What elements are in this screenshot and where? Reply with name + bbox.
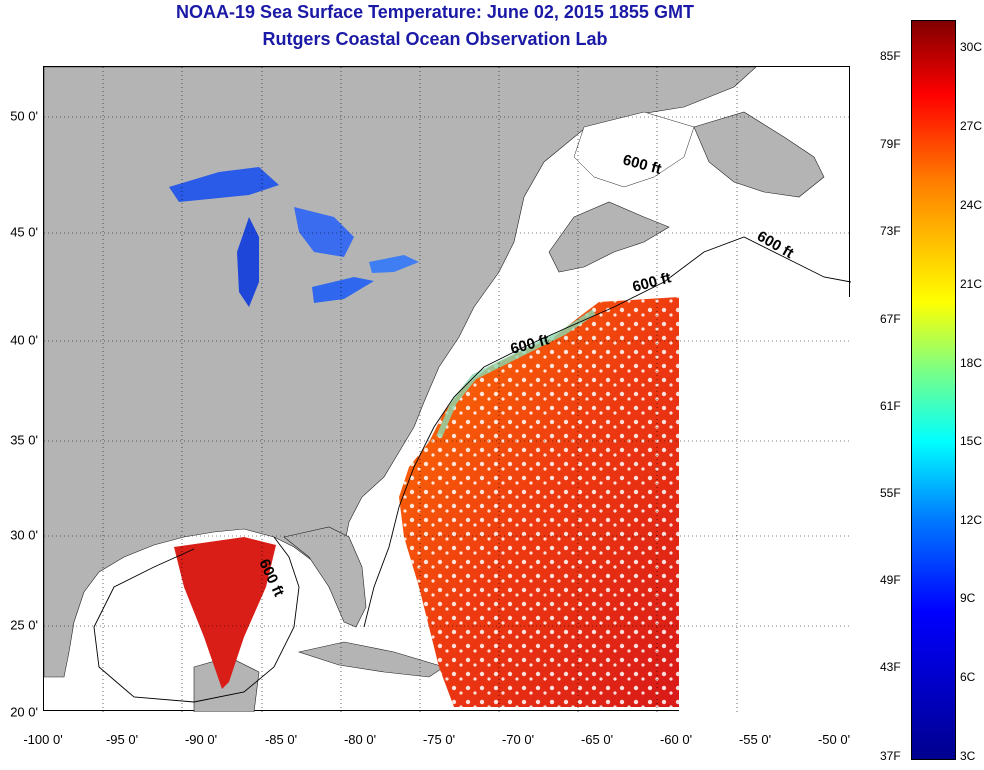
colorbar-c-label: 30C	[960, 40, 983, 54]
land-florida	[283, 526, 367, 628]
temperature-colorbar	[911, 20, 956, 760]
colorbar-f-label: 43F	[880, 660, 901, 674]
great-lakes	[169, 167, 419, 307]
colorbar-c-label: 18C	[960, 356, 983, 370]
colorbar-f-label: 61F	[880, 399, 901, 413]
x-tick-label: -75 0'	[422, 732, 456, 747]
land-cuba	[297, 641, 445, 678]
colorbar-c-label: 27C	[960, 119, 983, 133]
colorbar-c-label: 15C	[960, 434, 983, 448]
colorbar-f-label: 67F	[880, 312, 901, 326]
x-tick-label: -85 0'	[264, 732, 298, 747]
graticule	[44, 67, 851, 712]
colorbar-c-label: 3C	[960, 749, 976, 763]
x-tick-label: -95 0'	[105, 732, 139, 747]
colorbar-c-label: 9C	[960, 591, 976, 605]
land-maritimes	[548, 201, 670, 273]
x-tick-label: -100 0'	[23, 732, 63, 747]
y-tick-label: 20 0'	[10, 704, 38, 720]
colorbar-c-label: 21C	[960, 277, 983, 291]
colorbar-c-label: 12C	[960, 513, 983, 527]
y-tick-label: 30 0'	[10, 527, 38, 543]
depth-contour-600ft	[363, 236, 852, 628]
sst-shelf-cool-band	[436, 309, 596, 439]
colorbar-f-label: 55F	[880, 486, 901, 500]
x-tick-label: -70 0'	[501, 732, 535, 747]
colorbar-f-label: 49F	[880, 573, 901, 587]
x-tick-label: -65 0'	[580, 732, 614, 747]
y-tick-label: 40 0'	[10, 332, 38, 348]
colorbar-f-label: 73F	[880, 224, 901, 238]
x-tick-label: -80 0'	[343, 732, 377, 747]
depth-label: 600 ft	[631, 269, 673, 296]
x-tick-label: -60 0'	[659, 732, 693, 747]
colorbar-f-label: 79F	[880, 137, 901, 151]
y-tick-label: 35 0'	[10, 432, 38, 448]
map-subtitle: Rutgers Coastal Ocean Observation Lab	[262, 29, 608, 49]
map-title: NOAA-19 Sea Surface Temperature: June 02…	[176, 2, 694, 22]
colorbar-f-label: 85F	[880, 49, 901, 63]
y-tick-label: 25 0'	[10, 617, 38, 633]
sst-gulf-swath	[174, 537, 276, 689]
colorbar-c-label: 6C	[960, 670, 976, 684]
x-tick-label: -50 0'	[817, 732, 851, 747]
x-tick-label: -55 0'	[738, 732, 772, 747]
land-newfoundland	[693, 111, 825, 198]
sst-map: 600 ft 600 ft 600 ft 600 ft 600 ft	[43, 66, 852, 713]
y-tick-label: 50 0'	[10, 108, 38, 124]
colorbar-c-label: 24C	[960, 198, 983, 212]
y-tick-label: 45 0'	[10, 224, 38, 240]
x-tick-label: -90 0'	[184, 732, 218, 747]
colorbar-f-label: 37F	[880, 749, 901, 763]
